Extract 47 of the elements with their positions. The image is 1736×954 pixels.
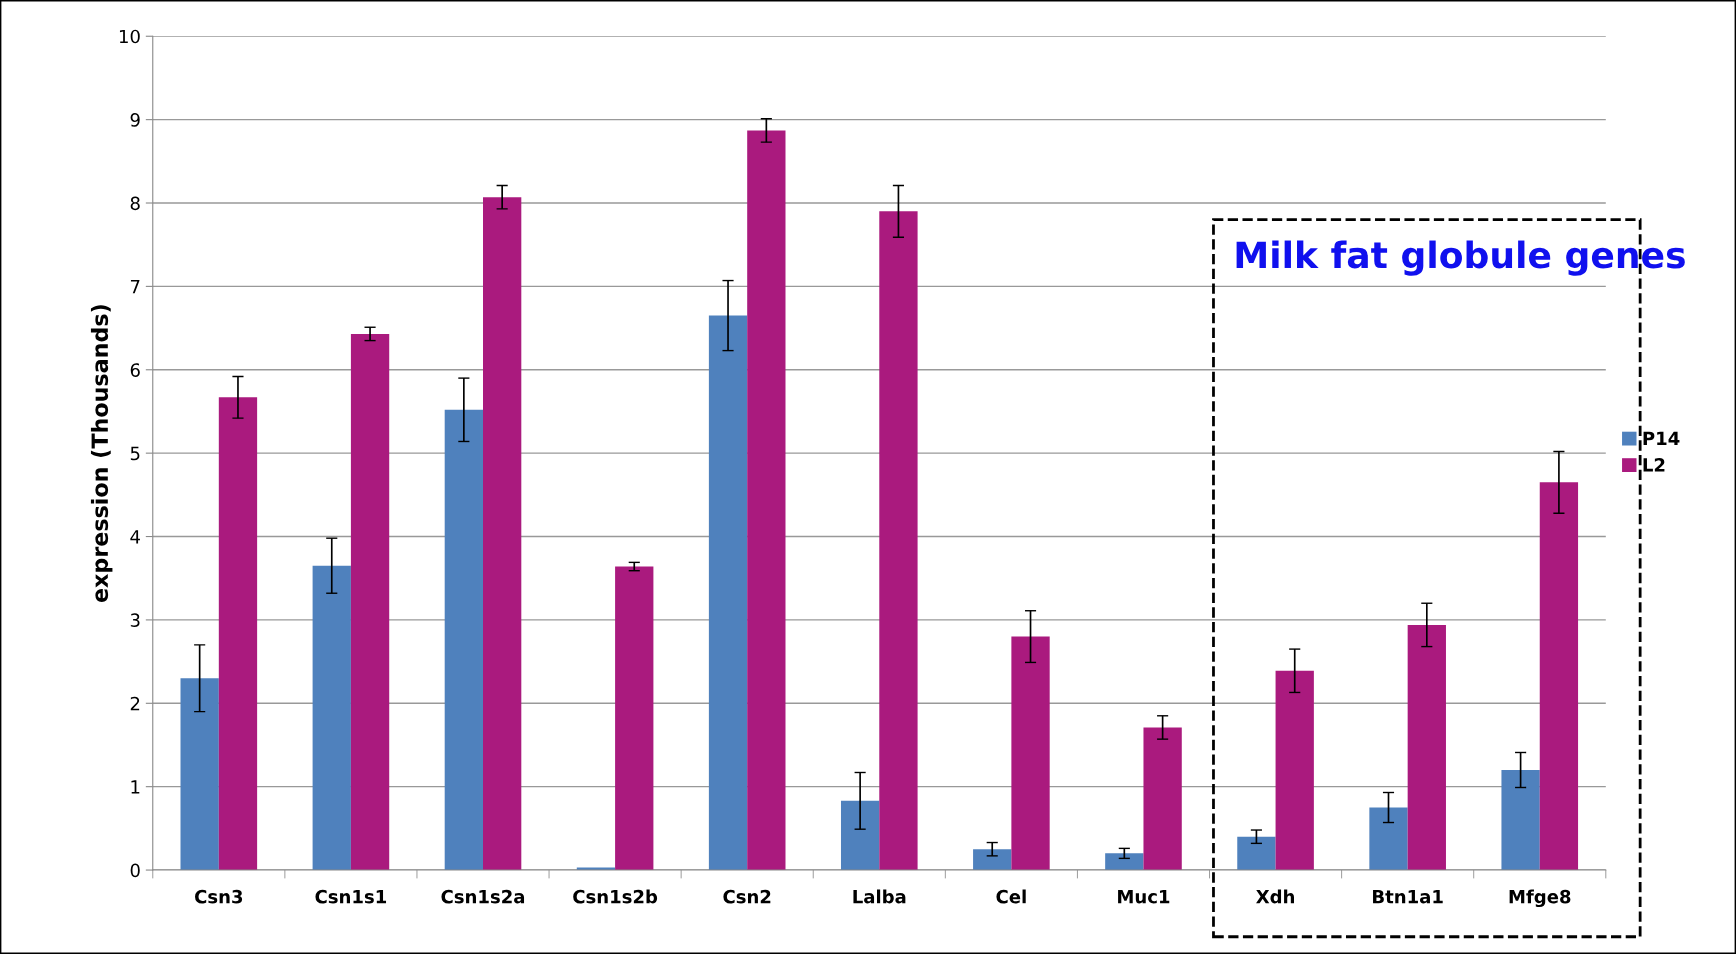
x-tick-label: Muc1 — [1118, 890, 1170, 904]
legend-label: L2 — [1643, 457, 1665, 472]
bar — [1539, 482, 1579, 871]
x-tick-label: Btn1a1 — [1373, 890, 1443, 904]
x-tick-label: Cel — [996, 889, 1026, 904]
y-tick-label: 9 — [130, 113, 140, 127]
bar — [1011, 636, 1050, 871]
bar — [1105, 853, 1144, 871]
y-axis-title: expression (Thousands) — [90, 305, 113, 603]
bar — [1369, 807, 1408, 871]
bar — [879, 211, 918, 871]
x-tick-label: Csn3 — [195, 889, 243, 904]
y-tick-label: 0 — [130, 863, 140, 878]
annotation: Milk fat globule genes — [1236, 240, 1685, 276]
y-tick-label: 7 — [130, 280, 140, 294]
bar — [708, 315, 748, 871]
x-tick-label: Csn1s2a — [441, 889, 525, 904]
bar — [1407, 624, 1446, 871]
x-tick-label: Xdh — [1256, 889, 1295, 904]
bar — [180, 678, 219, 871]
bar — [747, 130, 786, 871]
x-tick-label: Lalba — [853, 889, 906, 904]
x-tick-label: Csn1s1 — [315, 889, 387, 904]
bar — [973, 849, 1012, 871]
y-tick-label: 5 — [130, 446, 140, 461]
bar — [218, 397, 258, 871]
y-tick-label: 2 — [130, 696, 140, 711]
bar — [840, 800, 880, 871]
bar — [350, 333, 390, 871]
y-tick-label: 10 — [119, 29, 140, 44]
bar — [312, 565, 351, 871]
bar — [1275, 670, 1314, 871]
bar — [1501, 769, 1540, 871]
bar — [483, 197, 522, 871]
x-tick-label: Csn2 — [723, 889, 771, 904]
bar — [615, 566, 654, 871]
y-tick-label: 4 — [130, 530, 140, 544]
bar — [1143, 727, 1182, 871]
x-tick-label: Csn1s2b — [573, 889, 658, 904]
x-tick-label: Mfge8 — [1509, 889, 1571, 908]
y-tick-label: 1 — [131, 780, 140, 794]
y-tick-label: 8 — [130, 196, 140, 211]
y-tick-label: 3 — [130, 613, 140, 628]
legend-label: P14 — [1643, 431, 1680, 445]
y-tick-label: 6 — [130, 363, 140, 377]
bar — [1237, 836, 1276, 871]
bar — [444, 409, 483, 871]
